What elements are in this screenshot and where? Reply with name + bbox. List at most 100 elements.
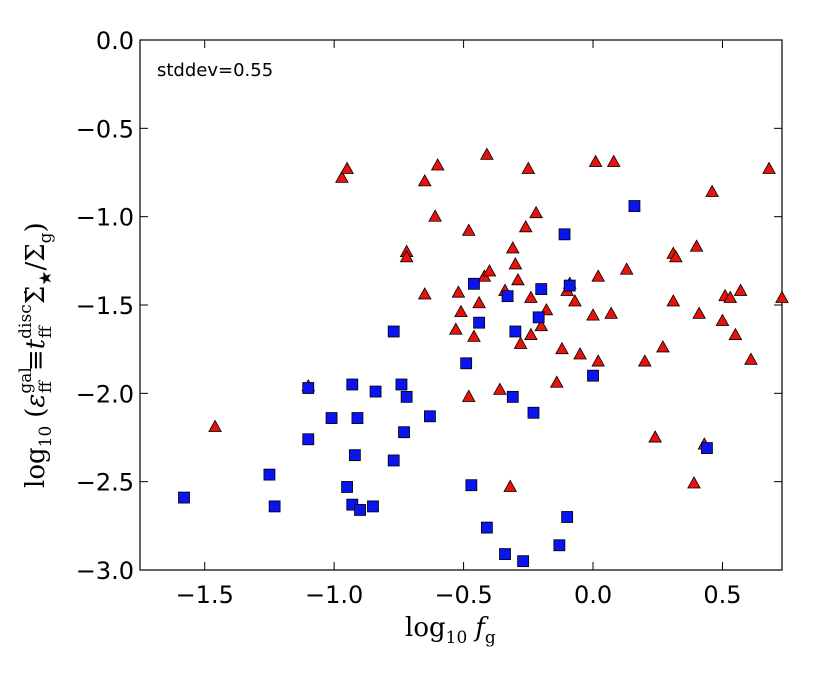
square-point-39 bbox=[701, 442, 713, 455]
y-tick-label: −3.0 bbox=[76, 557, 134, 585]
square-point-21 bbox=[465, 479, 478, 492]
triangle-point-34 bbox=[549, 375, 564, 388]
x-tick-label: −1.0 bbox=[305, 581, 363, 609]
triangle-point-25 bbox=[511, 272, 525, 286]
square-point-32 bbox=[535, 283, 548, 296]
triangle-point-62 bbox=[733, 283, 748, 296]
triangle-point-20 bbox=[492, 382, 507, 395]
square-point-0 bbox=[178, 491, 190, 504]
triangle-point-26 bbox=[513, 336, 528, 349]
triangle-point-23 bbox=[505, 241, 520, 254]
square-point-7 bbox=[346, 378, 359, 391]
square-point-4 bbox=[302, 433, 315, 446]
square-point-12 bbox=[367, 500, 379, 513]
x-tick-label: 0.0 bbox=[574, 581, 612, 609]
square-point-24 bbox=[480, 521, 493, 534]
square-point-26 bbox=[501, 290, 514, 303]
square-point-10 bbox=[351, 412, 364, 424]
square-point-33 bbox=[553, 539, 566, 552]
triangle-point-29 bbox=[524, 290, 538, 303]
triangle-point-9 bbox=[430, 158, 445, 171]
square-point-17 bbox=[398, 426, 410, 439]
triangle-point-13 bbox=[461, 223, 476, 236]
triangle-point-60 bbox=[723, 290, 738, 303]
square-point-1 bbox=[263, 468, 276, 481]
triangle-point-16 bbox=[472, 295, 486, 309]
y-tick-label: −0.5 bbox=[76, 115, 134, 143]
square-point-34 bbox=[558, 228, 571, 241]
triangle-point-10 bbox=[448, 322, 463, 335]
square-point-25 bbox=[499, 548, 511, 560]
x-axis-label: log10 fg bbox=[405, 613, 496, 648]
triangle-point-45 bbox=[606, 154, 621, 167]
triangle-point-8 bbox=[428, 209, 442, 222]
square-point-20 bbox=[460, 357, 473, 370]
triangle-point-11 bbox=[451, 285, 466, 298]
triangle-point-64 bbox=[762, 161, 776, 174]
square-point-18 bbox=[400, 390, 413, 403]
triangle-point-12 bbox=[454, 304, 468, 318]
y-tick-label: −1.0 bbox=[76, 204, 134, 232]
data-markers bbox=[178, 147, 789, 568]
square-point-38 bbox=[628, 200, 641, 212]
triangle-point-49 bbox=[656, 340, 670, 353]
triangle-point-52 bbox=[669, 249, 683, 263]
square-point-2 bbox=[268, 500, 281, 513]
square-point-5 bbox=[325, 412, 338, 424]
axis-ticks bbox=[140, 39, 782, 571]
y-tick-label: −1.5 bbox=[76, 292, 134, 320]
triangle-point-43 bbox=[591, 354, 606, 367]
triangle-point-28 bbox=[521, 161, 536, 174]
triangle-point-31 bbox=[529, 205, 543, 219]
triangle-point-14 bbox=[461, 389, 476, 402]
square-point-30 bbox=[527, 406, 540, 419]
triangle-point-61 bbox=[728, 327, 743, 340]
y-tick-label: −2.0 bbox=[76, 380, 134, 408]
triangle-point-32 bbox=[534, 318, 549, 332]
stddev-annotation: stddev=0.55 bbox=[157, 60, 273, 81]
square-point-27 bbox=[506, 390, 519, 403]
triangle-point-41 bbox=[588, 154, 603, 167]
y-tick-label: −2.5 bbox=[76, 469, 134, 497]
triangle-point-63 bbox=[744, 352, 758, 365]
square-point-36 bbox=[563, 279, 576, 292]
x-tick-label: 0.5 bbox=[703, 581, 741, 609]
triangle-point-58 bbox=[715, 313, 730, 326]
triangle-point-57 bbox=[705, 184, 719, 197]
triangle-point-44 bbox=[604, 306, 619, 319]
square-point-3 bbox=[302, 382, 315, 394]
triangle-point-18 bbox=[480, 147, 494, 160]
axis-tick-labels: −1.5 −1.0 −0.5 0.0 0.5 0.0 −0.5 −1.0 −1.5 −2.0 −2.… bbox=[76, 27, 742, 609]
triangle-point-54 bbox=[689, 239, 704, 252]
triangle-point-47 bbox=[637, 354, 652, 367]
triangle-point-5 bbox=[399, 249, 414, 263]
y-axis-label: log10(εgalff≡tdiscffΣ̇★/Σg) bbox=[16, 222, 56, 488]
triangle-point-24 bbox=[508, 257, 523, 270]
triangle-point-3 bbox=[340, 161, 354, 174]
square-point-13 bbox=[369, 385, 382, 398]
square-point-15 bbox=[387, 454, 400, 467]
square-point-11 bbox=[354, 504, 366, 516]
triangle-point-48 bbox=[648, 430, 663, 443]
square-point-14 bbox=[387, 325, 400, 338]
triangle-point-42 bbox=[591, 269, 606, 282]
triangle-point-55 bbox=[692, 306, 707, 319]
square-point-23 bbox=[473, 316, 486, 329]
triangle-point-46 bbox=[619, 262, 634, 275]
square-point-16 bbox=[395, 378, 408, 391]
square-point-9 bbox=[348, 449, 361, 462]
triangle-point-27 bbox=[518, 219, 533, 233]
triangle-point-7 bbox=[417, 174, 432, 187]
square-point-31 bbox=[532, 311, 545, 324]
x-tick-label: −1.5 bbox=[176, 581, 234, 609]
square-point-35 bbox=[561, 511, 574, 523]
y-tick-label: 0.0 bbox=[96, 27, 134, 55]
triangle-point-65 bbox=[775, 290, 789, 303]
square-point-28 bbox=[509, 325, 522, 338]
triangle-point-40 bbox=[586, 308, 600, 321]
triangle-point-30 bbox=[524, 327, 538, 340]
square-point-29 bbox=[517, 555, 530, 568]
triangle-point-51 bbox=[666, 294, 681, 307]
triangle-point-19 bbox=[482, 264, 497, 277]
square-point-19 bbox=[424, 410, 436, 423]
